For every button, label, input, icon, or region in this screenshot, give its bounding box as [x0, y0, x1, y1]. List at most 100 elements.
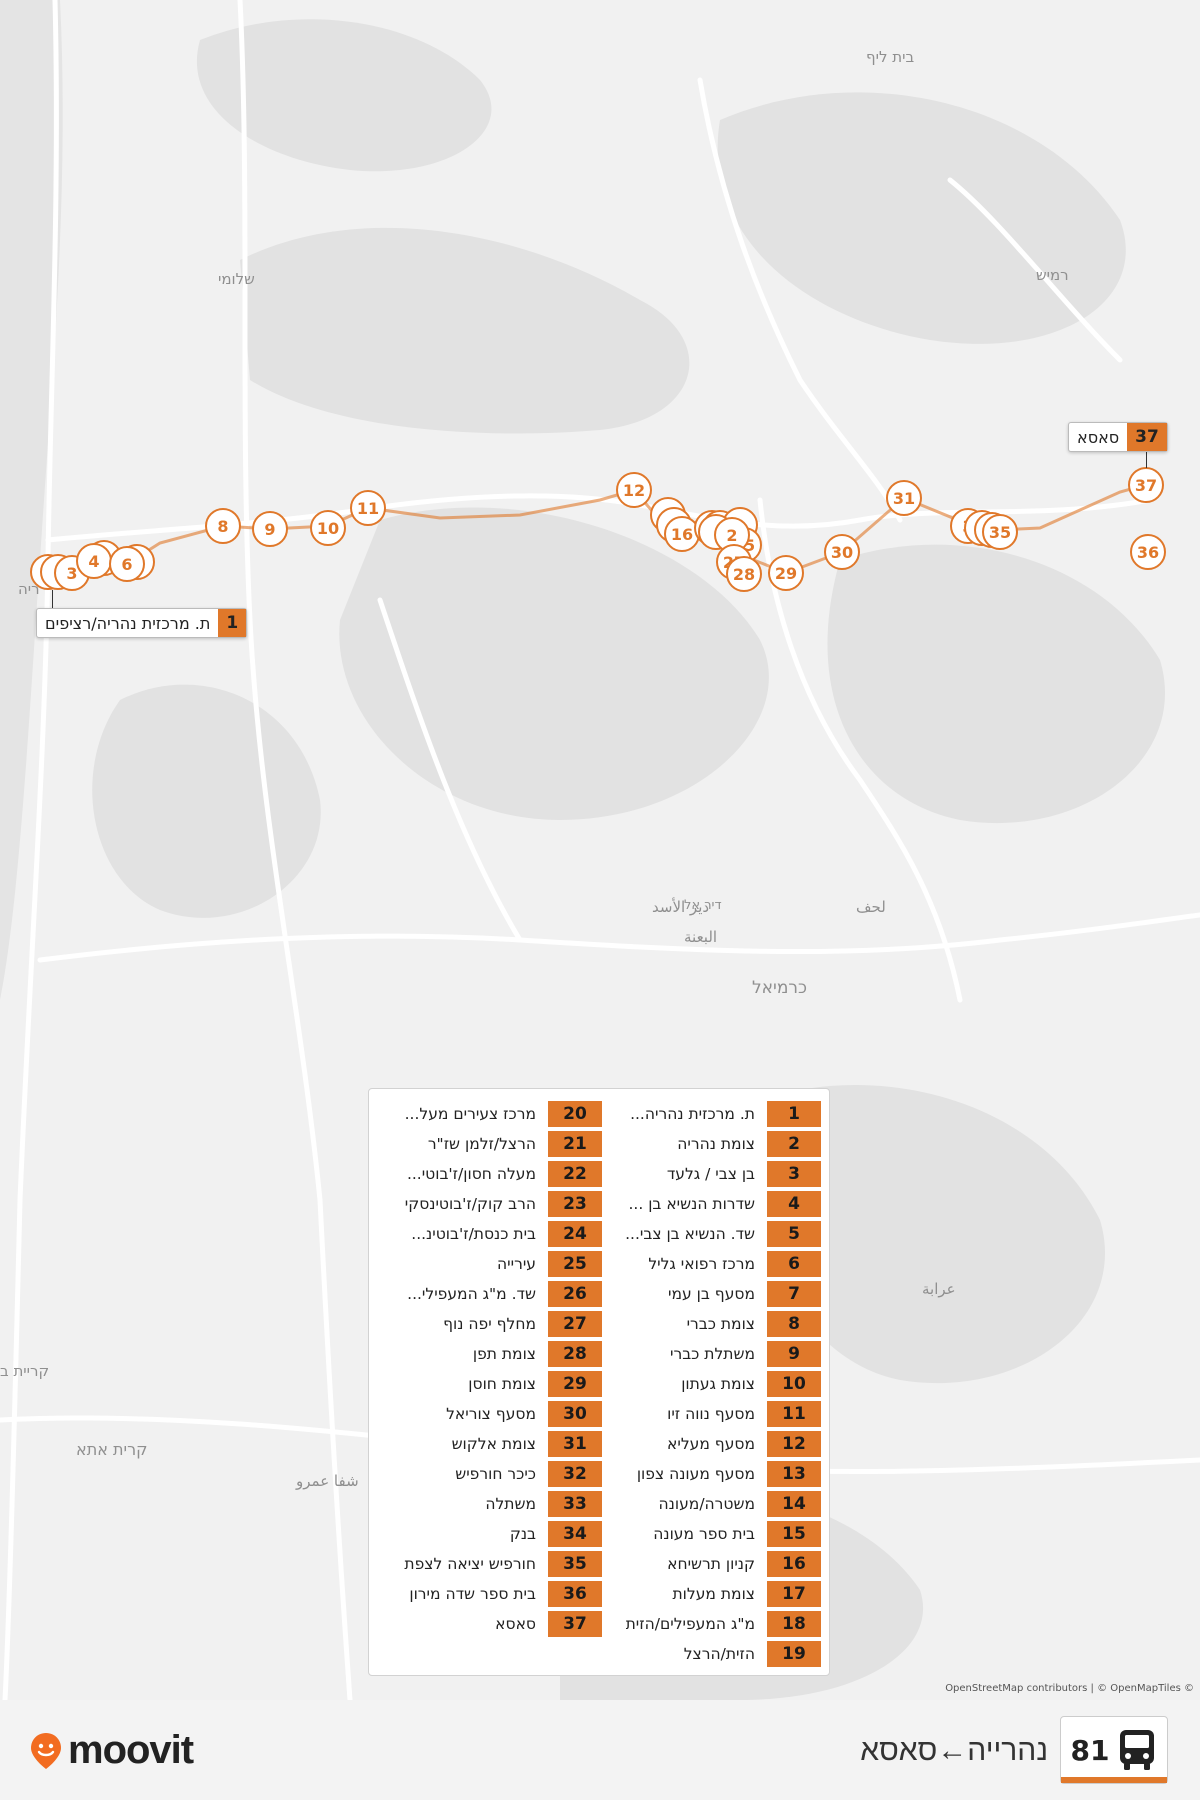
legend-row[interactable]: 30 מסעף צוריאל — [377, 1399, 602, 1429]
place-label-shefa-amr: شفا عمرو — [296, 1472, 359, 1490]
legend-stop-name: צומת נהריה — [677, 1135, 755, 1153]
map-stop-marker[interactable]: 36 — [1130, 534, 1166, 570]
legend-stop-number: 29 — [548, 1371, 602, 1397]
map-stop-marker[interactable]: 29 — [768, 555, 804, 591]
legend-row[interactable]: 36 בית ספר שדה מירון — [377, 1579, 602, 1609]
legend-column-left: 20 מרכז צעירים מעל... 21 הרצל/זלמן שז"ר 22 מע… — [377, 1099, 602, 1639]
legend-row[interactable]: 23 הרב קוק/ז'בוטינסקי — [377, 1189, 602, 1219]
legend-stop-number: 10 — [767, 1371, 821, 1397]
legend-stop-name: צומת געתון — [681, 1375, 755, 1393]
route-badge[interactable]: 81 — [1060, 1716, 1168, 1784]
map-stop-marker[interactable]: 11 — [350, 490, 386, 526]
start-stop-number: 1 — [218, 609, 247, 637]
place-label-karmiel: כרמיאל — [752, 978, 807, 998]
map-stop-marker[interactable]: 9 — [252, 511, 288, 547]
legend-row[interactable]: 11 מסעף נווה זיו — [596, 1399, 821, 1429]
start-callout-line — [52, 590, 53, 614]
legend-stop-name: שד. הנשיא בן צבי... — [625, 1225, 755, 1243]
legend-stop-number: 1 — [767, 1101, 821, 1127]
legend-row[interactable]: 15 בית ספר מעונה — [596, 1519, 821, 1549]
end-stop-callout[interactable]: 37 סאסא — [1068, 422, 1168, 452]
legend-row[interactable]: 5 שד. הנשיא בן צבי... — [596, 1219, 821, 1249]
legend-row[interactable]: 28 צומת תפן — [377, 1339, 602, 1369]
legend-stop-name: חורפיש יציאה לצפת — [404, 1555, 536, 1573]
legend-row[interactable]: 31 צומת אלקוש — [377, 1429, 602, 1459]
start-stop-callout[interactable]: 1 ת. מרכזית נהריה/רציפים — [36, 608, 248, 638]
legend-row[interactable]: 10 צומת געתון — [596, 1369, 821, 1399]
map-stop-marker[interactable]: 35 — [982, 514, 1018, 550]
legend-stop-name: עירייה — [497, 1255, 536, 1273]
legend-row[interactable]: 32 כיכר חורפיש — [377, 1459, 602, 1489]
place-label-beit-lif: בית ליף — [866, 48, 915, 66]
legend-row[interactable]: 33 משתלה — [377, 1489, 602, 1519]
map-stop-marker[interactable]: 8 — [205, 508, 241, 544]
map-stop-marker[interactable]: 30 — [824, 534, 860, 570]
route-map[interactable]: בית ליף שלומי רמיש כרמיאל دير الأسد البع… — [0, 0, 1200, 1700]
legend-row[interactable]: 3 בן צבי / גלעד — [596, 1159, 821, 1189]
legend-stop-name: הרצל/זלמן שז"ר — [427, 1135, 536, 1153]
legend-stop-number: 27 — [548, 1311, 602, 1337]
legend-row[interactable]: 20 מרכז צעירים מעל... — [377, 1099, 602, 1129]
legend-row[interactable]: 12 מסעף מעליא — [596, 1429, 821, 1459]
legend-row[interactable]: 27 מחלף יפה נוף — [377, 1309, 602, 1339]
legend-stop-number: 15 — [767, 1521, 821, 1547]
legend-row[interactable]: 25 עירייה — [377, 1249, 602, 1279]
legend-row[interactable]: 2 צומת נהריה — [596, 1129, 821, 1159]
legend-stop-name: מרכז צעירים מעל... — [404, 1105, 536, 1123]
map-stop-marker[interactable]: 4 — [76, 543, 112, 579]
map-stop-marker[interactable]: 37 — [1128, 467, 1164, 503]
legend-stop-number: 35 — [548, 1551, 602, 1577]
legend-row[interactable]: 9 משתלת כברי — [596, 1339, 821, 1369]
map-stop-marker[interactable]: 10 — [310, 510, 346, 546]
legend-stop-name: צומת חוסן — [468, 1375, 536, 1393]
place-label-kiryat-b: קריית ב — [0, 1362, 50, 1380]
legend-row[interactable]: 13 מסעף מעונה צפון — [596, 1459, 821, 1489]
legend-stop-number: 12 — [767, 1431, 821, 1457]
legend-stop-number: 3 — [767, 1161, 821, 1187]
legend-row[interactable]: 35 חורפיש יציאה לצפת — [377, 1549, 602, 1579]
legend-stop-number: 19 — [767, 1641, 821, 1667]
legend-row[interactable]: 21 הרצל/זלמן שז"ר — [377, 1129, 602, 1159]
legend-row[interactable]: 24 בית כנסת/ז'בוטינ... — [377, 1219, 602, 1249]
legend-stop-number: 31 — [548, 1431, 602, 1457]
legend-row[interactable]: 14 משטרה/מעונה — [596, 1489, 821, 1519]
legend-stop-name: קניון תרשיחא — [667, 1555, 755, 1573]
legend-row[interactable]: 26 שד. מ"ג המעפילי... — [377, 1279, 602, 1309]
legend-stop-number: 18 — [767, 1611, 821, 1637]
legend-stop-number: 36 — [548, 1581, 602, 1607]
legend-row[interactable]: 34 בנק — [377, 1519, 602, 1549]
legend-row[interactable]: 4 שדרות הנשיא בן ... — [596, 1189, 821, 1219]
legend-row[interactable]: 7 מסעף בן עמי — [596, 1279, 821, 1309]
map-stop-marker[interactable]: 6 — [109, 546, 145, 582]
legend-row[interactable]: 29 צומת חוסן — [377, 1369, 602, 1399]
legend-stop-name: שדרות הנשיא בן ... — [628, 1195, 756, 1213]
legend-stop-name: משתלת כברי — [670, 1345, 755, 1363]
map-stop-marker[interactable]: 12 — [616, 472, 652, 508]
place-label-dir-asad: דיר אל — [684, 898, 722, 913]
map-attribution[interactable]: OpenStreetMap contributors | © OpenMapTi… — [945, 1683, 1194, 1694]
legend-row[interactable]: 1 ת. מרכזית נהריה... — [596, 1099, 821, 1129]
legend-stop-number: 11 — [767, 1401, 821, 1427]
moovit-logo[interactable]: moovit — [28, 1728, 194, 1773]
legend-stop-number: 5 — [767, 1221, 821, 1247]
legend-row[interactable]: 19 הזית/הרצל — [596, 1639, 821, 1669]
legend-stop-name: מסעף צוריאל — [446, 1405, 536, 1423]
legend-row[interactable]: 17 צומת מעלות — [596, 1579, 821, 1609]
map-stop-marker[interactable]: 16 — [664, 516, 700, 552]
legend-row[interactable]: 37 סאסא — [377, 1609, 602, 1639]
map-stop-marker[interactable]: 28 — [726, 556, 762, 592]
legend-row[interactable]: 16 קניון תרשיחא — [596, 1549, 821, 1579]
footer-bar: moovit נהרייה←סאסא 81 — [0, 1700, 1200, 1800]
legend-row[interactable]: 22 מעלה חסון/ז'בוטי... — [377, 1159, 602, 1189]
legend-row[interactable]: 8 צומת כברי — [596, 1309, 821, 1339]
map-stop-marker[interactable]: 31 — [886, 480, 922, 516]
legend-stop-name: בן צבי / גלעד — [666, 1165, 755, 1183]
legend-stop-number: 4 — [767, 1191, 821, 1217]
legend-stop-number: 20 — [548, 1101, 602, 1127]
legend-stop-number: 32 — [548, 1461, 602, 1487]
bus-icon — [1120, 1730, 1155, 1770]
legend-row[interactable]: 18 מ"ג המעפילים/הזית — [596, 1609, 821, 1639]
legend-stop-number: 28 — [548, 1341, 602, 1367]
moovit-pin-icon — [31, 1732, 61, 1769]
legend-row[interactable]: 6 מרכז רפואי גליל — [596, 1249, 821, 1279]
